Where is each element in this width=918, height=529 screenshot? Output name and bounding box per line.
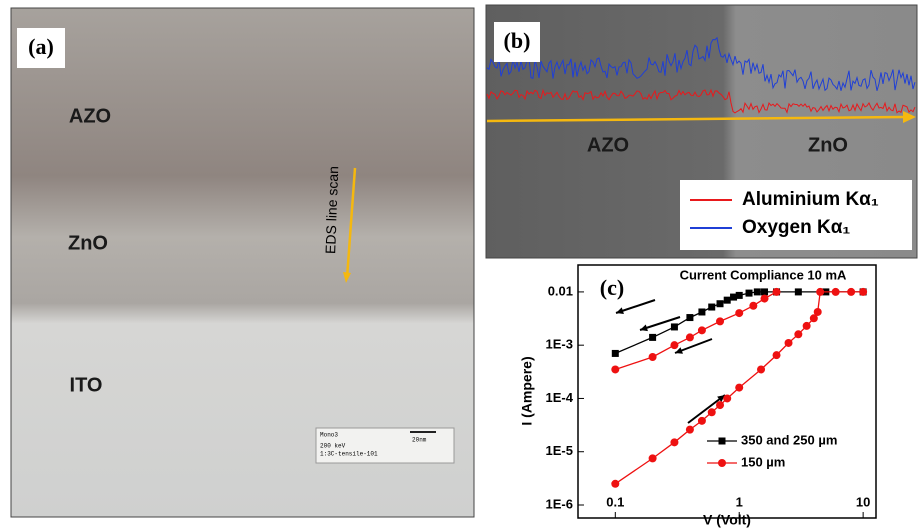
marker <box>816 287 825 296</box>
region-label: AZO <box>587 134 629 156</box>
marker <box>847 287 856 296</box>
marker <box>716 401 725 410</box>
marker <box>670 323 678 331</box>
marker <box>685 333 694 342</box>
marker <box>611 349 619 357</box>
arrow-head <box>343 272 351 283</box>
marker <box>772 351 781 360</box>
marker <box>723 394 732 403</box>
x-tick-label: 10 <box>856 494 870 509</box>
legend-label: Oxygen Kα₁ <box>742 217 850 238</box>
scale-box <box>315 427 455 464</box>
marker <box>760 294 769 303</box>
marker <box>670 341 679 350</box>
marker <box>611 365 620 374</box>
marker <box>723 296 731 304</box>
marker <box>735 383 744 392</box>
marker <box>794 330 803 339</box>
marker <box>697 416 706 425</box>
marker <box>707 408 716 417</box>
scale-text: Mono3 <box>320 432 338 439</box>
trace <box>486 36 916 92</box>
marker <box>794 288 802 296</box>
marker <box>784 338 793 347</box>
marker <box>698 308 706 316</box>
marker <box>753 288 761 296</box>
panel-label: (a) <box>28 34 54 59</box>
direction-arrow <box>687 394 726 424</box>
layer-label: ITO <box>70 374 103 396</box>
marker <box>686 314 694 322</box>
marker <box>648 454 657 463</box>
marker <box>745 289 753 297</box>
legend: Aluminium Kα₁ Oxygen Kα₁ <box>690 189 879 238</box>
legend-marker <box>718 459 726 467</box>
y-tick-label: 1E-5 <box>546 443 573 458</box>
marker <box>716 317 725 326</box>
y-axis-title: I (Ampere) <box>519 356 535 425</box>
marker <box>716 300 724 308</box>
marker <box>611 479 620 488</box>
scan-arrow <box>486 115 906 123</box>
marker <box>708 303 716 311</box>
marker <box>802 321 811 330</box>
y-tick-label: 1E-3 <box>546 337 573 352</box>
layer-label: AZO <box>69 105 111 127</box>
scale-text: 20nm <box>412 437 427 444</box>
marker <box>735 309 744 318</box>
plot: 0.1 1 10 1E-6 1E-5 1E-4 1E-3 0.01 I (Ampere) V (V… <box>519 264 877 528</box>
eds-traces <box>486 36 916 114</box>
marker <box>772 287 781 296</box>
panel-label: (c) <box>600 275 624 300</box>
arrow-head <box>903 111 916 123</box>
marker <box>697 326 706 335</box>
panel-label: (b) <box>504 28 531 53</box>
arrow-head <box>717 395 725 403</box>
y-tick-label: 0.01 <box>548 283 573 298</box>
marker <box>670 438 679 447</box>
label-box <box>494 22 540 62</box>
legend-marker <box>718 437 726 445</box>
marker <box>831 287 840 296</box>
x-axis-title: V (Volt) <box>703 512 751 528</box>
marker <box>749 301 758 310</box>
marker <box>730 293 738 301</box>
scale-text: 1:3C-tensile-101 <box>320 451 378 458</box>
marker <box>813 307 822 316</box>
plot-frame <box>577 264 877 519</box>
x-tick-label: 0.1 <box>606 494 624 509</box>
trace <box>486 88 916 114</box>
marker <box>648 352 657 361</box>
arrow-head <box>616 307 624 315</box>
legend-label: 150 µm <box>741 454 785 469</box>
marker <box>757 365 766 374</box>
y-tick-label: 1E-4 <box>546 390 574 405</box>
marker <box>859 287 868 296</box>
marker <box>685 425 694 434</box>
region-label: ZnO <box>808 134 848 156</box>
scale-text: 200 keV <box>320 443 346 450</box>
scan-arrow <box>345 167 357 279</box>
marker <box>809 314 818 323</box>
scan-label: EDS line scan <box>322 166 341 254</box>
marker <box>735 291 743 299</box>
arrow-head <box>640 324 648 332</box>
annotation: Current Compliance 10 mA <box>680 267 847 282</box>
x-tick-label: 1 <box>736 494 743 509</box>
layer-label: ZnO <box>68 232 108 254</box>
legend-label: 350 and 250 µm <box>741 432 837 447</box>
arrow-head <box>675 347 683 354</box>
marker <box>761 288 769 296</box>
marker <box>649 333 657 341</box>
y-tick-label: 1E-6 <box>546 496 573 511</box>
legend-label: Aluminium Kα₁ <box>742 189 879 210</box>
label-box <box>17 28 65 68</box>
legend-box <box>680 180 912 250</box>
